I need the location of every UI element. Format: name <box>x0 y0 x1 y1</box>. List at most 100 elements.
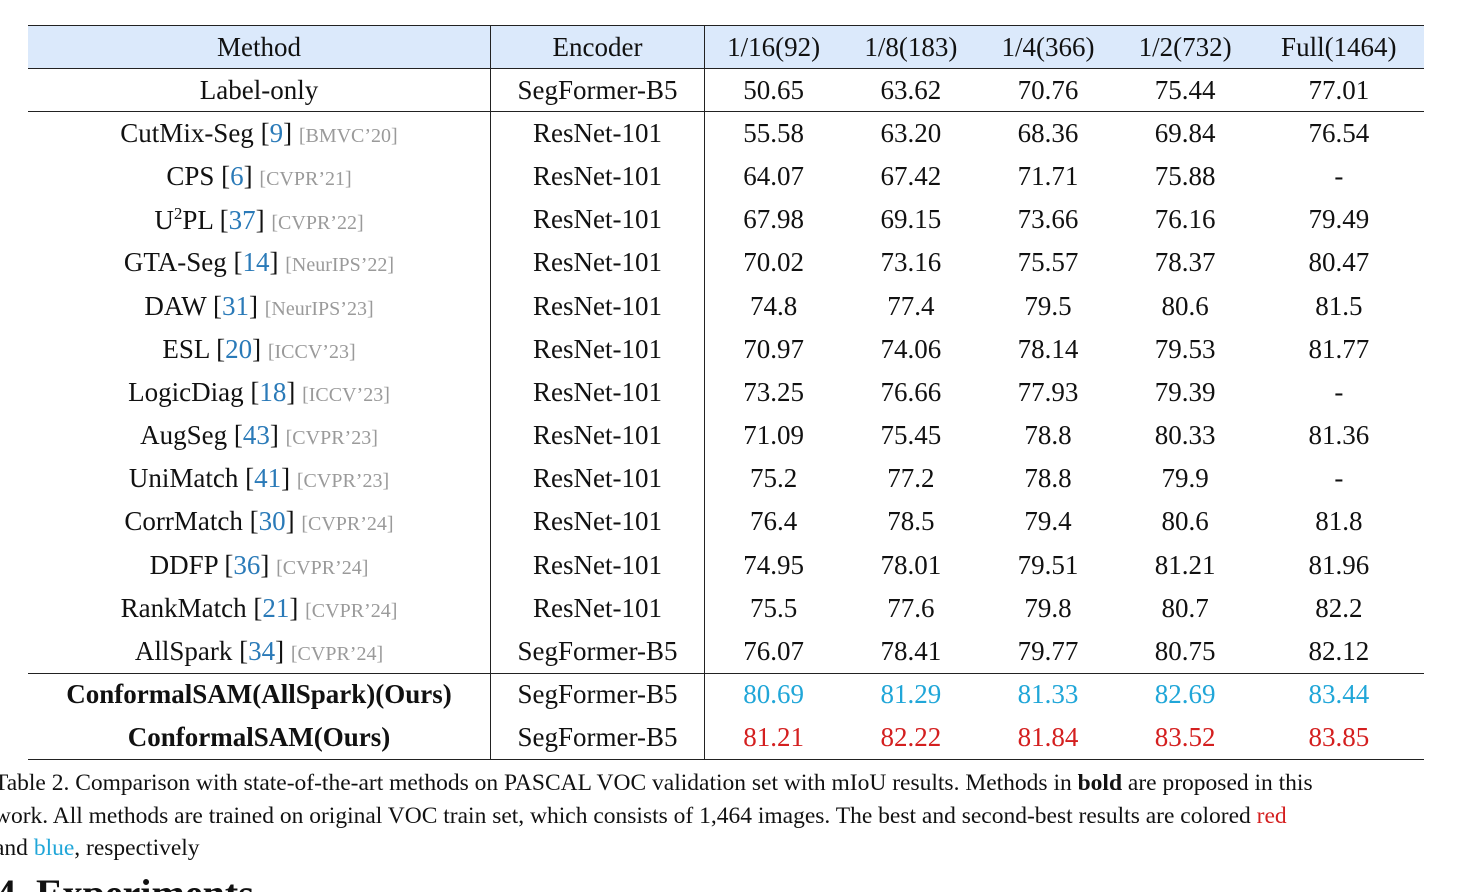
header-method: Method <box>28 25 491 69</box>
value-cell: 83.85 <box>1253 716 1424 761</box>
encoder-cell: SegFormer-B5 <box>490 716 705 761</box>
citation-ref: 9 <box>269 118 284 149</box>
venue-tag: [CVPR’24] <box>276 556 369 579</box>
value-cell: 80.7 <box>1161 592 1209 623</box>
method-cell: DDFP [36] [CVPR’24] <box>149 549 369 580</box>
value-cell: 79.49 <box>1308 204 1370 235</box>
value-cell: 80.47 <box>1308 247 1370 278</box>
encoder-cell: ResNet-101 <box>490 457 705 501</box>
ours-row: ConformalSAM(AllSpark)(Ours) SegFormer-B5… <box>28 673 1424 717</box>
value-cell: 78.8 <box>1024 420 1072 451</box>
value-cell: 74.8 <box>750 290 798 321</box>
value-cell: - <box>1334 376 1344 407</box>
baseline-row: Label-only SegFormer-B5 50.65 63.62 70.7… <box>28 68 1424 113</box>
value-cell: 81.36 <box>1308 420 1370 451</box>
caption-red-word: red <box>1256 802 1287 829</box>
citation-ref: 31 <box>221 290 249 321</box>
value-cell: 78.01 <box>880 549 942 580</box>
caption-line-2: work. All methods are trained on origina… <box>0 800 1458 833</box>
method-name-suffix: PL <box>182 204 213 235</box>
citation-ref: 41 <box>254 463 282 494</box>
value-cell: 82.12 <box>1253 629 1424 674</box>
caption-text: Table 2. Comparison with state-of-the-ar… <box>0 770 1078 796</box>
value-cell: 63.20 <box>880 118 942 149</box>
encoder-cell: ResNet-101 <box>490 500 705 544</box>
table-row: GTA-Seg [14] [NeurIPS’22] ResNet-101 70.02… <box>28 241 1424 285</box>
value-cell: 80.6 <box>1161 506 1209 537</box>
venue-tag: [CVPR’24] <box>305 599 398 622</box>
venue-tag: [CVPR’24] <box>290 642 384 665</box>
value-cell: 79.53 <box>1154 333 1216 364</box>
table-row: UniMatch [41] [CVPR’23] ResNet-101 75.2 77.… <box>28 457 1424 501</box>
method-cell: U2PL [37] [CVPR’22] <box>154 203 364 235</box>
venue-tag: [NeurIPS’22] <box>285 254 395 277</box>
ours-row: ConformalSAM(Ours) SegFormer-B5 81.21 82.22… <box>28 716 1424 761</box>
encoder-cell: ResNet-101 <box>490 284 705 328</box>
caption-text: and <box>0 835 28 861</box>
value-cell: 73.16 <box>880 247 942 278</box>
value-cell: 79.8 <box>1024 592 1072 623</box>
caption-text: , respectively <box>74 835 200 861</box>
value-cell: 81.96 <box>1308 549 1370 580</box>
method-name: GTA-Seg <box>123 247 227 278</box>
value-cell: 73.25 <box>743 376 805 407</box>
method-name: LogicDiag <box>128 376 244 407</box>
encoder-cell: ResNet-101 <box>490 241 705 285</box>
method-cell: CutMix-Seg [9] [BMVC’20] <box>120 118 398 149</box>
method-cell: UniMatch [41] [CVPR’23] <box>128 463 390 494</box>
value-cell: - <box>1334 463 1344 494</box>
baseline-value: 70.76 <box>979 68 1117 113</box>
value-cell: 80.75 <box>1116 629 1254 674</box>
method-name: CorrMatch <box>124 506 243 537</box>
value-cell: 70.02 <box>743 247 805 278</box>
caption-text: are proposed in this <box>1122 770 1313 796</box>
method-name: DAW <box>144 290 207 321</box>
value-cell: 81.84 <box>979 716 1117 761</box>
table-row: DAW [31] [NeurIPS’23] ResNet-101 74.8 77.4 7… <box>28 284 1424 328</box>
caption-line-1: Table 2. Comparison with state-of-the-ar… <box>0 767 1458 800</box>
method-cell: AugSeg [43] [CVPR’23] <box>140 420 378 451</box>
baseline-value: 77.01 <box>1253 68 1424 113</box>
encoder-cell: SegFormer-B5 <box>490 629 705 674</box>
venue-tag: [CVPR’23] <box>285 427 378 450</box>
citation-ref: 20 <box>225 333 253 364</box>
value-cell: 78.8 <box>1024 463 1072 494</box>
method-name: RankMatch <box>120 592 247 623</box>
value-cell: 81.21 <box>1154 549 1216 580</box>
value-cell: 73.66 <box>1017 204 1079 235</box>
method-cell: GTA-Seg [14] [NeurIPS’22] <box>123 247 395 278</box>
value-cell: 83.52 <box>1116 716 1254 761</box>
value-cell: 79.39 <box>1154 376 1216 407</box>
value-cell: 83.44 <box>1308 679 1370 710</box>
value-cell: 75.45 <box>880 420 942 451</box>
value-cell: 67.98 <box>743 204 805 235</box>
value-cell: 79.51 <box>1017 549 1079 580</box>
ours-method-cell: ConformalSAM(Ours) <box>28 716 491 761</box>
encoder-cell: ResNet-101 <box>490 414 705 458</box>
section-heading: 4. Experiments <box>0 874 254 892</box>
method-name: UniMatch <box>128 463 239 494</box>
value-cell: 78.41 <box>842 629 980 674</box>
header-split-1-16: 1/16(92) <box>704 25 843 69</box>
baseline-value: 75.44 <box>1116 68 1254 113</box>
encoder-cell: ResNet-101 <box>490 198 705 242</box>
ours-method-cell: ConformalSAM(AllSpark)(Ours) <box>66 679 452 710</box>
venue-tag: [BMVC’20] <box>298 125 398 148</box>
value-cell: 77.4 <box>887 290 935 321</box>
method-cell: CPS [6] [CVPR’21] <box>166 160 352 191</box>
value-cell: 81.77 <box>1308 333 1370 364</box>
value-cell: 69.84 <box>1154 118 1216 149</box>
value-cell: 81.5 <box>1315 290 1363 321</box>
caption-line-3: and blue, respectively <box>0 832 1458 865</box>
value-cell: 81.21 <box>704 716 843 761</box>
method-name: CPS <box>166 160 215 191</box>
value-cell: 75.2 <box>750 463 798 494</box>
citation-ref: 6 <box>230 160 244 191</box>
results-table: Method Encoder 1/16(92) 1/8(183) 1/4(366… <box>28 25 1424 761</box>
table-row: RankMatch [21] [CVPR’24] ResNet-101 75.5 77… <box>28 586 1424 630</box>
table-row: AllSpark [34] [CVPR’24] SegFormer-B5 76.07… <box>28 629 1424 674</box>
value-cell: 78.5 <box>887 506 935 537</box>
value-cell: 76.4 <box>750 506 798 537</box>
encoder-cell: ResNet-101 <box>490 111 705 155</box>
